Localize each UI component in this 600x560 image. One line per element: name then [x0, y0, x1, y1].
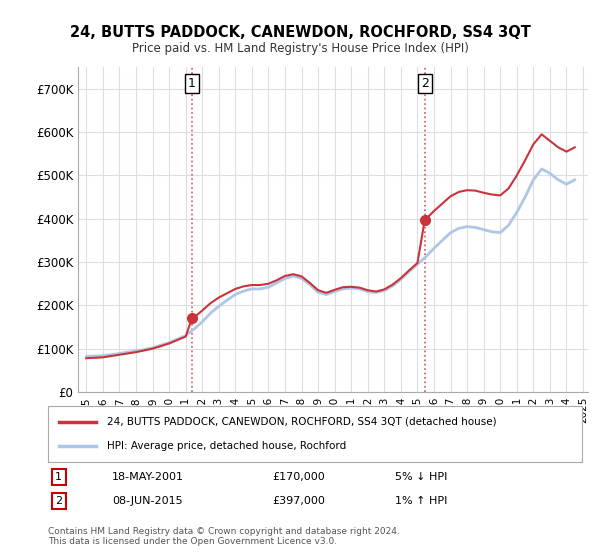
Text: Contains HM Land Registry data © Crown copyright and database right 2024.
This d: Contains HM Land Registry data © Crown c… [48, 526, 400, 546]
Text: 1: 1 [188, 77, 196, 90]
Text: 24, BUTTS PADDOCK, CANEWDON, ROCHFORD, SS4 3QT: 24, BUTTS PADDOCK, CANEWDON, ROCHFORD, S… [70, 25, 530, 40]
Text: 2: 2 [55, 496, 62, 506]
Text: 24, BUTTS PADDOCK, CANEWDON, ROCHFORD, SS4 3QT (detached house): 24, BUTTS PADDOCK, CANEWDON, ROCHFORD, S… [107, 417, 496, 427]
Text: 5% ↓ HPI: 5% ↓ HPI [395, 472, 448, 482]
Text: HPI: Average price, detached house, Rochford: HPI: Average price, detached house, Roch… [107, 441, 346, 451]
Text: £170,000: £170,000 [272, 472, 325, 482]
Text: 1: 1 [55, 472, 62, 482]
Text: 1% ↑ HPI: 1% ↑ HPI [395, 496, 448, 506]
Text: 2: 2 [421, 77, 428, 90]
Text: £397,000: £397,000 [272, 496, 325, 506]
Text: 18-MAY-2001: 18-MAY-2001 [112, 472, 184, 482]
Text: Price paid vs. HM Land Registry's House Price Index (HPI): Price paid vs. HM Land Registry's House … [131, 42, 469, 55]
Text: 08-JUN-2015: 08-JUN-2015 [112, 496, 183, 506]
